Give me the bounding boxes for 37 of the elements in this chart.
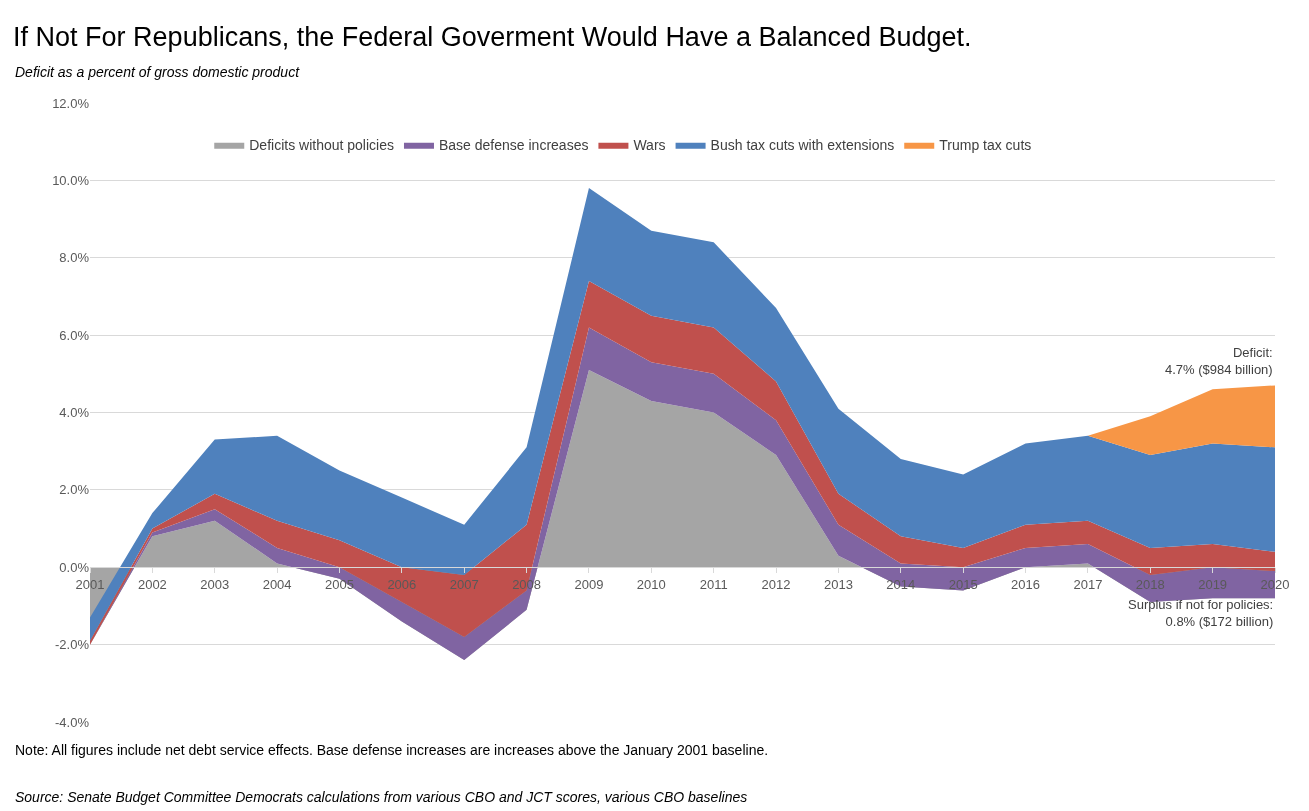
legend-label: Wars: [633, 137, 666, 154]
x-tick-label: 2017: [1073, 576, 1103, 592]
annotation: Deficit: 4.7% ($984 billion): [1165, 345, 1273, 377]
x-tick-label: 2003: [200, 576, 230, 592]
x-tick-label: 2010: [636, 576, 666, 592]
y-tick-label: 2.0%: [59, 482, 90, 498]
y-tick-label: -2.0%: [55, 637, 90, 653]
y-tick-label: 10.0%: [52, 172, 90, 188]
x-tick-label: 2004: [262, 576, 292, 592]
x-tick-label: 2007: [449, 576, 479, 592]
source-note: Source: Senate Budget Committee Democrats calculations from various CBO and JCT scores, various CBO baselines: [15, 789, 748, 805]
y-tick-label: -4.0%: [55, 714, 90, 730]
y-tick-label: 4.0%: [59, 405, 90, 421]
annotation: Surplus if not for policies: 0.8% ($172 billion): [1128, 597, 1274, 629]
y-tick-label: 6.0%: [59, 327, 90, 343]
y-tick-label: 8.0%: [59, 250, 90, 266]
x-tick-label: 2013: [823, 576, 853, 592]
x-tick-label: 2002: [137, 576, 167, 592]
x-tick-label: 2001: [75, 576, 105, 592]
y-tick-label: 0.0%: [59, 559, 90, 575]
x-tick-label: 2019: [1198, 576, 1228, 592]
x-tick-label: 2009: [574, 576, 604, 592]
legend-label: Bush tax cuts with extensions: [710, 137, 895, 154]
x-tick-label: 2020: [1260, 576, 1290, 592]
x-tick-label: 2018: [1135, 576, 1165, 592]
legend-label: Deficits without policies: [249, 137, 394, 154]
x-tick-label: 2006: [387, 576, 417, 592]
legend-label: Base defense increases: [438, 137, 589, 154]
x-tick-label: 2015: [948, 576, 978, 592]
text: Note: All figures include net debt service effects. Base defense increases are increases above the January 2001 baseline.: [15, 742, 769, 758]
legend-label: Trump tax cuts: [939, 137, 1032, 154]
chart-title: If Not For Republicans, the Federal Goverment Would Have a Balanced Budget.: [13, 21, 972, 52]
y-tick-label: 12.0%: [52, 95, 90, 111]
x-tick-label: 2011: [699, 576, 728, 592]
x-tick-label: 2012: [761, 576, 791, 592]
chart-subtitle: Deficit as a percent of gross domestic product: [15, 64, 301, 80]
x-tick-label: 2016: [1011, 576, 1040, 592]
